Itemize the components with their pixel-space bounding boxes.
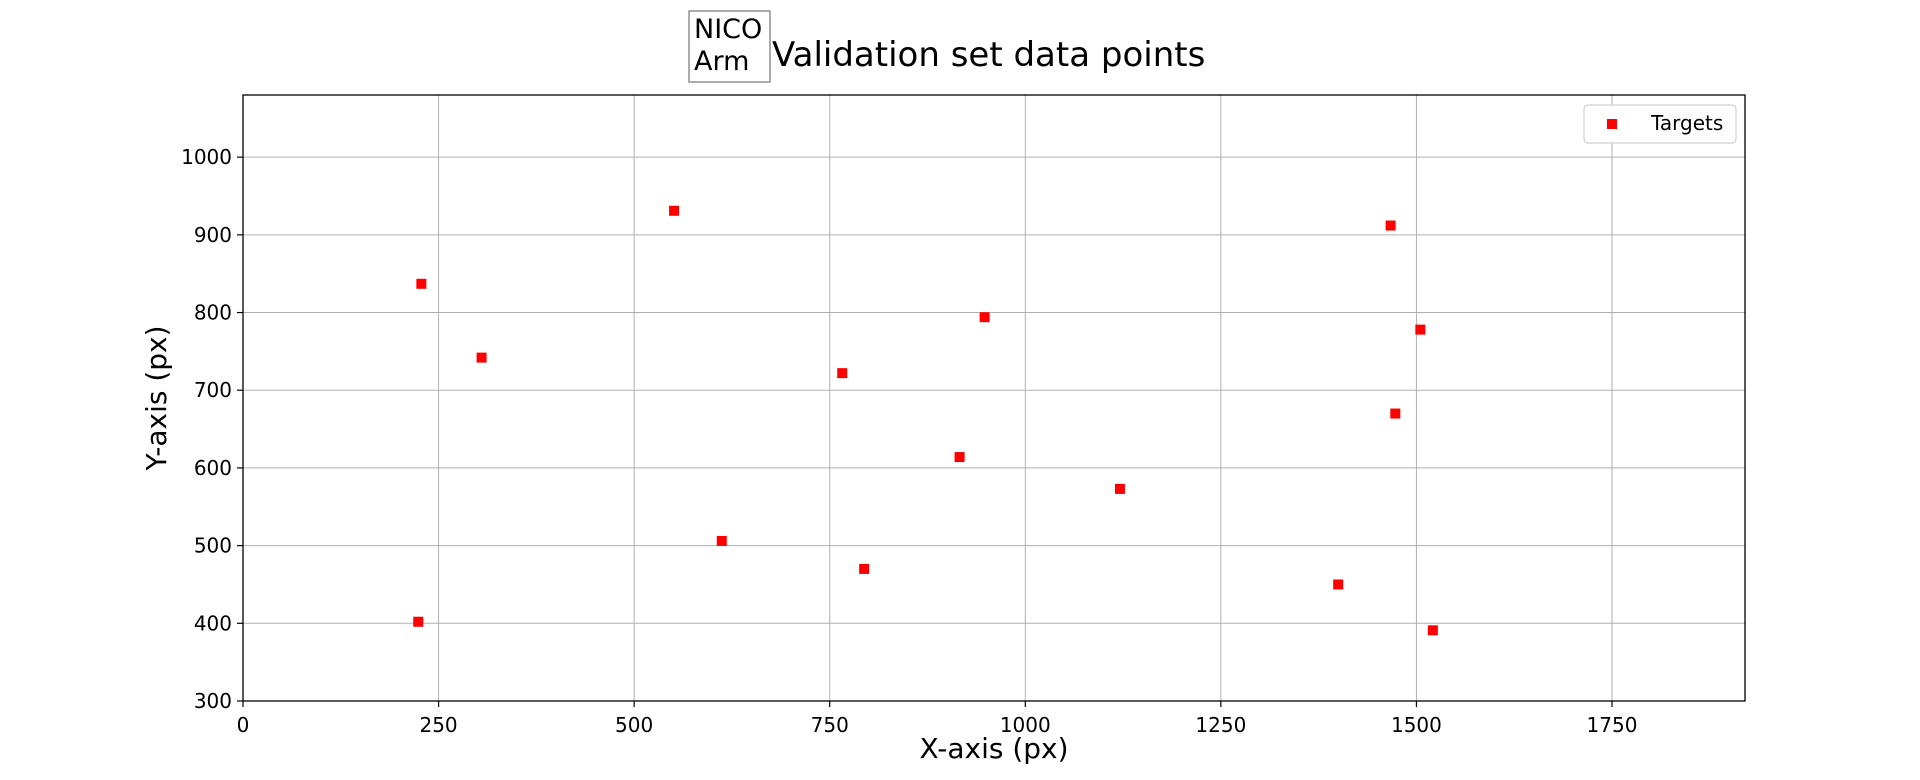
legend-marker-targets	[1607, 119, 1617, 129]
legend: Targets	[1583, 104, 1737, 144]
title-badge-line-1: NICO	[694, 14, 762, 45]
y-tick-label: 800	[194, 301, 232, 325]
x-tick-label: 1500	[1391, 713, 1442, 737]
x-tick-label: 250	[419, 713, 457, 737]
title-badge-box	[688, 10, 771, 83]
y-tick-label: 1000	[181, 145, 232, 169]
plot-area-frame	[242, 94, 1746, 702]
y-tick-label: 400	[194, 611, 232, 635]
target-point	[954, 452, 965, 463]
target-point	[716, 535, 727, 546]
target-point	[1114, 483, 1125, 494]
data-points	[413, 205, 1438, 636]
y-tick-label: 600	[194, 456, 232, 480]
target-point	[1385, 220, 1396, 231]
target-point	[476, 352, 487, 363]
x-tick-label: 1750	[1587, 713, 1638, 737]
x-tick-label: 0	[237, 713, 250, 737]
target-point	[1427, 625, 1438, 636]
legend-box	[1583, 104, 1737, 144]
y-axis-label: Y-axis (px)	[140, 325, 173, 471]
target-point	[837, 368, 848, 379]
target-point	[669, 205, 680, 216]
x-tick-label: 750	[811, 713, 849, 737]
legend-label-targets: Targets	[1650, 111, 1723, 135]
y-tick-label: 300	[194, 689, 232, 713]
target-point	[1390, 408, 1401, 419]
target-point	[859, 563, 870, 574]
x-axis-label: X-axis (px)	[919, 732, 1068, 765]
x-axis-ticks: 0 250 500 750 1000 1250 1500 1750	[237, 701, 1638, 737]
y-tick-label: 700	[194, 378, 232, 402]
target-point	[1415, 324, 1426, 335]
target-point	[416, 278, 427, 289]
target-point	[979, 312, 990, 323]
x-tick-label: 1250	[1195, 713, 1246, 737]
chart-title: NICO Arm Validation set data points	[688, 10, 1205, 83]
target-point	[1333, 579, 1344, 590]
grid	[242, 95, 1745, 702]
y-axis-ticks: 300 400 500 600 700 800 900 1000	[181, 145, 243, 713]
y-tick-label: 900	[194, 223, 232, 247]
x-tick-label: 500	[615, 713, 653, 737]
title-badge-line-2: Arm	[694, 46, 749, 77]
y-tick-label: 500	[194, 534, 232, 558]
target-point	[413, 616, 424, 627]
x-tick-label: 1000	[1000, 713, 1051, 737]
title-text: Validation set data points	[772, 35, 1205, 75]
